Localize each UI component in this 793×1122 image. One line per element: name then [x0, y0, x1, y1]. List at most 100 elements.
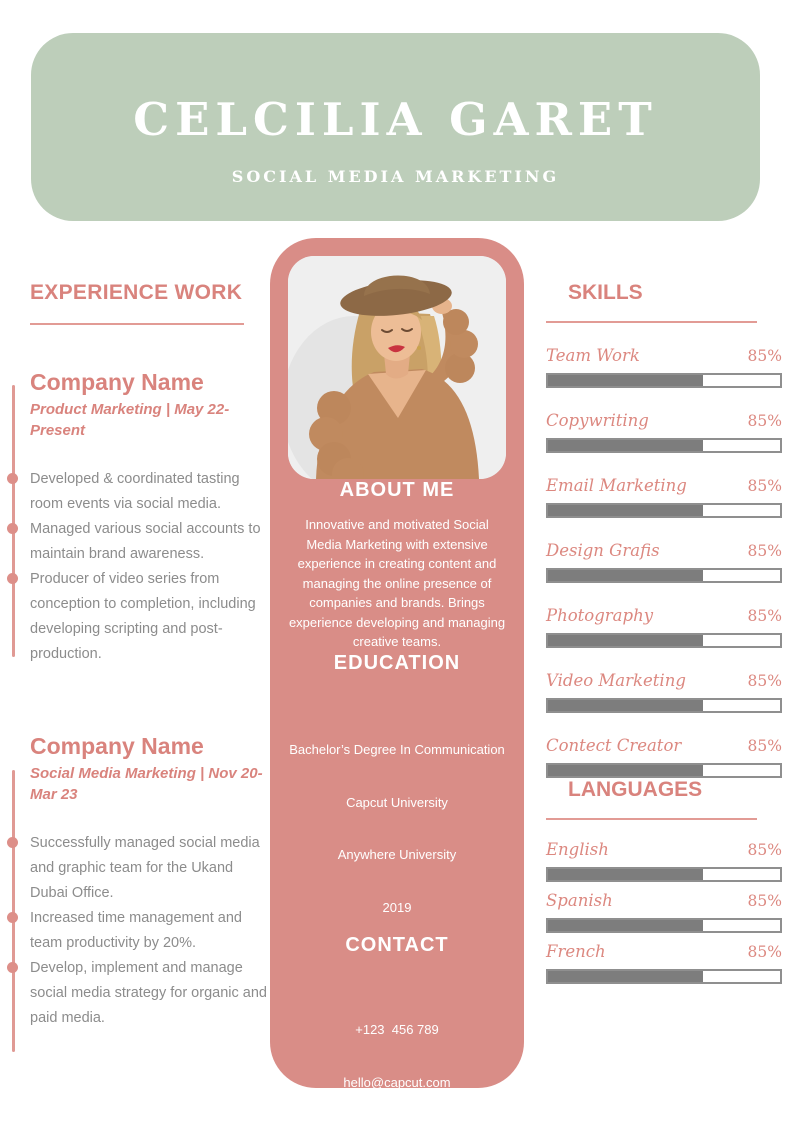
profile-photo	[288, 256, 506, 479]
skill-bar	[546, 568, 782, 583]
contact-heading: CONTACT	[345, 933, 449, 956]
language-bar	[546, 969, 782, 984]
skill-bar	[546, 763, 782, 778]
contact-lines: +123 456 789 hello@capcut.com @capcut 12…	[270, 969, 524, 1122]
skills-heading: SKILLS	[568, 281, 643, 304]
job-meta: Product Marketing | May 22-Present	[30, 401, 230, 439]
skill-bar-fill	[548, 440, 704, 451]
skill-bar-fill	[548, 505, 704, 516]
job-bullet: Producer of video series from conception…	[7, 567, 268, 667]
skill-label: Email Marketing	[546, 476, 687, 495]
skill-item: Video Marketing 85%	[546, 670, 782, 713]
language-bar	[546, 867, 782, 882]
education-line: Bachelor’s Degree In Communication	[289, 742, 505, 757]
contact-line: +123 456 789	[355, 1022, 439, 1037]
job-bullet: Successfully managed social media and gr…	[7, 831, 268, 906]
skill-item: Contect Creator 85%	[546, 735, 782, 778]
timeline-line	[12, 385, 15, 657]
skill-percent: 85%	[747, 607, 782, 625]
language-percent: 85%	[747, 892, 782, 910]
skill-bar	[546, 633, 782, 648]
experience-section: EXPERIENCE WORK Company Name Product Mar…	[7, 281, 268, 1052]
skills-section: SKILLS Team Work 85% Copywriting	[546, 281, 782, 984]
job-bullets: Developed & coordinated tasting room eve…	[7, 467, 268, 667]
skill-percent: 85%	[747, 542, 782, 560]
skill-percent: 85%	[747, 737, 782, 755]
skill-item: Copywriting 85%	[546, 410, 782, 453]
language-percent: 85%	[747, 943, 782, 961]
language-label: Spanish	[546, 891, 613, 910]
skill-bar-fill	[548, 635, 704, 646]
skill-bar-fill	[548, 700, 704, 711]
languages-divider	[546, 818, 757, 820]
experience-divider	[30, 323, 244, 325]
contact-line: hello@capcut.com	[343, 1074, 451, 1090]
language-item: Spanish 85%	[546, 890, 782, 933]
education-heading: EDUCATION	[333, 651, 461, 674]
education-lines: Bachelor’s Degree In Communication Capcu…	[270, 689, 524, 934]
skills-list: Team Work 85% Copywriting 85%	[546, 345, 782, 778]
education-line: Capcut University	[346, 794, 448, 810]
skill-label: Photography	[546, 606, 654, 625]
languages-heading: LANGUAGES	[568, 778, 703, 801]
language-bar-fill	[548, 920, 704, 931]
experience-heading: EXPERIENCE WORK	[30, 281, 243, 304]
skill-item: Design Grafis 85%	[546, 540, 782, 583]
skill-item: Team Work 85%	[546, 345, 782, 388]
header-banner: CELCILIA GARET SOCIAL MEDIA MARKETING	[31, 33, 760, 221]
language-item: English 85%	[546, 839, 782, 882]
skill-bar-fill	[548, 375, 704, 386]
skill-label: Contect Creator	[546, 736, 682, 755]
skill-percent: 85%	[747, 412, 782, 430]
skill-bar	[546, 698, 782, 713]
skill-bar	[546, 438, 782, 453]
job-bullet: Increased time management and team produ…	[7, 906, 268, 956]
skill-row: Video Marketing 85%	[546, 670, 782, 692]
language-percent: 85%	[747, 841, 782, 859]
company-name: Company Name	[30, 369, 204, 395]
woman-portrait-illustration	[288, 256, 506, 479]
person-name: CELCILIA GARET	[133, 93, 658, 146]
skill-row: Team Work 85%	[546, 345, 782, 367]
skill-item: Email Marketing 85%	[546, 475, 782, 518]
person-title: SOCIAL MEDIA MARKETING	[231, 166, 560, 186]
language-row: English 85%	[546, 839, 782, 861]
language-bar	[546, 918, 782, 933]
timeline-line	[12, 770, 15, 1052]
skill-label: Team Work	[546, 346, 640, 365]
skill-bar	[546, 373, 782, 388]
languages-list: English 85% Spanish 85%	[546, 839, 782, 984]
skill-label: Copywriting	[546, 411, 649, 430]
language-row: Spanish 85%	[546, 890, 782, 912]
skill-row: Email Marketing 85%	[546, 475, 782, 497]
skill-bar-fill	[548, 570, 704, 581]
education-line: Anywhere University	[337, 847, 457, 862]
skill-label: Design Grafis	[546, 541, 660, 560]
skill-label: Video Marketing	[546, 671, 686, 690]
language-label: English	[546, 840, 609, 859]
language-item: French 85%	[546, 941, 782, 984]
job-bullet: Managed various social accounts to maint…	[7, 517, 268, 567]
language-bar-fill	[548, 971, 704, 982]
about-heading: ABOUT ME	[339, 479, 455, 501]
skill-bar	[546, 503, 782, 518]
education-line: 2019	[382, 899, 412, 915]
skill-item: Photography 85%	[546, 605, 782, 648]
skill-row: Design Grafis 85%	[546, 540, 782, 562]
about-text: Innovative and motivated Social Media Ma…	[288, 517, 506, 649]
language-bar-fill	[548, 869, 704, 880]
language-row: French 85%	[546, 941, 782, 963]
skill-percent: 85%	[747, 477, 782, 495]
skills-divider	[546, 321, 757, 323]
company-name: Company Name	[30, 733, 204, 759]
skill-percent: 85%	[747, 347, 782, 365]
job-entry-1: Company Name Product Marketing | May 22-…	[7, 369, 268, 667]
job-bullets: Successfully managed social media and gr…	[7, 831, 268, 1031]
job-entry-2: Company Name Social Media Marketing | No…	[7, 733, 268, 1052]
skill-percent: 85%	[747, 672, 782, 690]
job-bullet: Develop, implement and manage social med…	[7, 956, 268, 1031]
skill-bar-fill	[548, 765, 704, 776]
skill-row: Contect Creator 85%	[546, 735, 782, 757]
job-meta: Social Media Marketing | Nov 20- Mar 23	[30, 765, 263, 803]
